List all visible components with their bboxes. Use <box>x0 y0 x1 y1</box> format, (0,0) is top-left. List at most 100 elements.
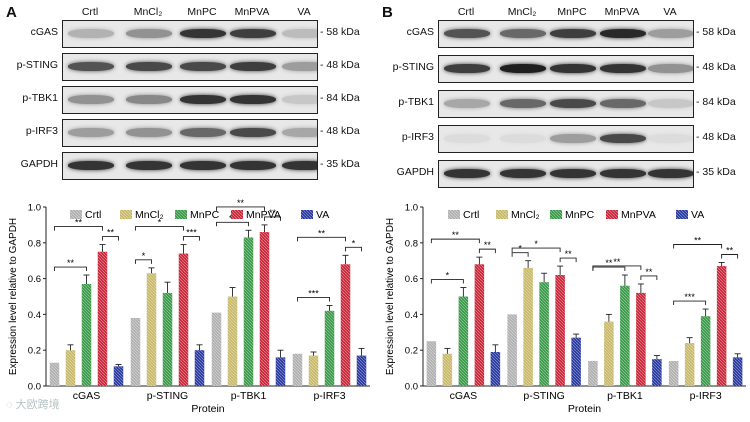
blot-band <box>500 169 546 178</box>
significance-bracket <box>264 216 281 221</box>
lane-label: VA <box>663 6 677 18</box>
blot-band <box>230 62 276 71</box>
bar-pattern <box>324 310 335 386</box>
y-tick-label: 0.8 <box>28 238 41 249</box>
bar-pattern <box>227 296 238 386</box>
panel-b-letter: B <box>382 4 393 21</box>
legend-label: Crtl <box>85 209 101 221</box>
blot-kda-label: - 58 kDa <box>696 26 736 38</box>
blot-band <box>600 99 646 108</box>
blot-band <box>180 161 226 170</box>
lane-label: MnPC <box>187 6 217 18</box>
bar-pattern <box>97 251 108 386</box>
blot-strip <box>62 20 318 48</box>
blot-band <box>126 29 172 38</box>
bar-pattern <box>81 283 92 386</box>
y-tick-label: 0.0 <box>28 382 41 393</box>
blot-strip <box>438 160 694 188</box>
blot-protein-label: GAPDH <box>20 158 58 170</box>
blot-band <box>444 134 490 143</box>
blot-protein-label: p-TBK1 <box>22 92 58 104</box>
legend-label: MnCl₂ <box>135 209 164 221</box>
blot-band <box>648 134 693 143</box>
blot-band <box>648 99 693 108</box>
panel-a-letter: A <box>6 4 17 21</box>
blot-kda-label: - 84 kDa <box>696 96 736 108</box>
significance-label: ** <box>67 258 75 268</box>
watermark-text: 大欧跨境 <box>15 399 60 411</box>
watermark-logo: ◌ 大欧跨境 <box>6 396 60 412</box>
legend-label: MnPVA <box>246 209 281 221</box>
bar-pattern <box>49 362 60 386</box>
blot-strip <box>438 20 694 48</box>
significance-bracket <box>183 236 200 241</box>
significance-bracket <box>102 236 119 241</box>
blot-band <box>550 29 596 38</box>
blot-kda-label: - 48 kDa <box>320 125 360 137</box>
significance-bracket <box>297 236 346 242</box>
x-axis-label: Protein <box>191 403 224 415</box>
blot-band <box>444 29 490 38</box>
x-tick-label: p-TBK1 <box>231 390 267 402</box>
x-tick-label: p-STING <box>147 390 188 402</box>
x-tick-label: cGAS <box>73 390 100 402</box>
bar-pattern <box>65 350 76 386</box>
significance-label: * <box>352 238 356 248</box>
blot-kda-label: - 35 kDa <box>696 166 736 178</box>
significance-bracket <box>216 221 249 227</box>
bar-pattern <box>194 350 205 386</box>
blot-strip <box>62 119 318 147</box>
legend-label: MnPC <box>190 209 220 221</box>
blot-band <box>126 95 172 104</box>
blot-band <box>600 29 646 38</box>
blot-band <box>68 128 114 137</box>
bar-pattern <box>178 253 189 386</box>
legend-swatch-pattern <box>175 210 187 219</box>
significance-label: ** <box>107 228 115 238</box>
significance-label: ** <box>318 228 326 238</box>
blot-band <box>550 99 596 108</box>
significance-label: ** <box>75 218 83 228</box>
lane-label: VA <box>297 6 311 18</box>
blot-band <box>500 99 546 108</box>
blot-strip <box>438 125 694 153</box>
bar-pattern <box>275 357 286 386</box>
blot-band <box>444 169 490 178</box>
y-tick-label: 0.4 <box>28 310 41 321</box>
watermark-icon: ◌ <box>6 399 13 411</box>
significance-bracket <box>54 226 103 231</box>
lane-label: MnPVA <box>234 6 270 18</box>
significance-label: *** <box>186 228 197 238</box>
lane-label: Crtl <box>81 6 99 18</box>
bar-pattern <box>211 312 222 386</box>
significance-bracket <box>216 206 265 211</box>
bar-pattern <box>308 355 319 386</box>
blot-band <box>68 62 114 71</box>
lane-label: MnCl₂ <box>133 6 163 18</box>
bar-pattern <box>243 237 254 386</box>
significance-label: *** <box>308 288 319 298</box>
blot-band <box>648 64 693 73</box>
significance-bracket <box>345 246 362 252</box>
blot-protein-label: p-STING <box>392 61 434 73</box>
blot-kda-label: - 58 kDa <box>320 26 360 38</box>
blot-protein-label: p-IRF3 <box>25 125 58 137</box>
blot-kda-label: - 48 kDa <box>696 131 736 143</box>
blot-kda-label: - 35 kDa <box>320 158 360 170</box>
significance-label: ** <box>237 198 245 208</box>
legend-swatch-pattern <box>120 210 132 219</box>
blot-band <box>126 128 172 137</box>
y-axis-label: Expression level relative to GAPDH <box>8 218 19 375</box>
blot-kda-label: - 48 kDa <box>696 61 736 73</box>
blot-kda-label: - 84 kDa <box>320 92 360 104</box>
blot-band <box>444 64 490 73</box>
blot-kda-label: - 48 kDa <box>320 59 360 71</box>
significance-label: ** <box>269 208 277 218</box>
blot-band <box>68 95 114 104</box>
bar-pattern <box>259 232 270 386</box>
blot-protein-label: p-STING <box>16 59 58 71</box>
blot-band <box>550 169 596 178</box>
legend-swatch-pattern <box>231 210 243 219</box>
blot-protein-label: p-IRF3 <box>401 131 434 143</box>
lane-label: MnCl₂ <box>507 6 537 18</box>
